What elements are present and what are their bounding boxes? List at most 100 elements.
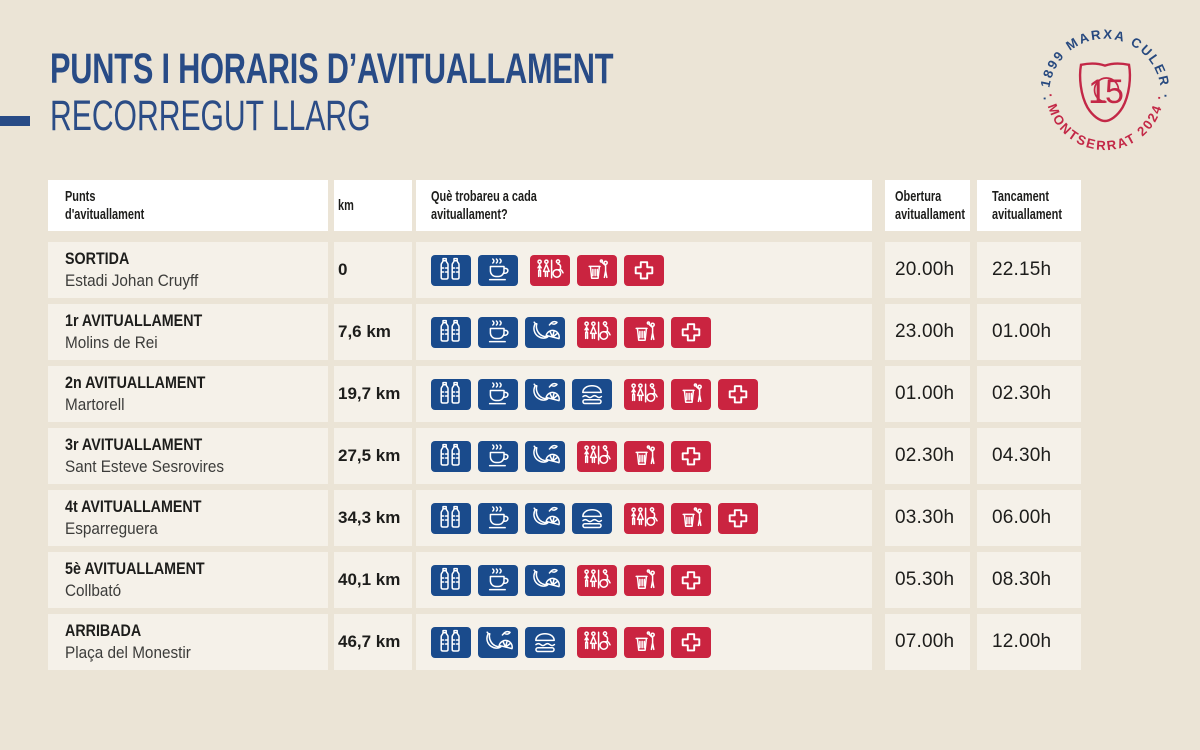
header-label: Què trobareu a cada — [431, 187, 537, 205]
km-value: 46,7 km — [338, 632, 401, 651]
header-label: d'avituallament — [65, 205, 145, 223]
table-header-row: Punts d'avituallament km Què trobareu a cad… — [48, 180, 1081, 231]
point-name: SORTIDA — [65, 249, 130, 268]
aid-stations-table: Punts d'avituallament km Què trobareu a cad… — [48, 180, 1081, 676]
first-aid-icon — [718, 502, 758, 534]
close-time: 06.00h — [992, 507, 1052, 528]
header-label: avituallament — [992, 205, 1062, 223]
logo-number: 15 — [1088, 73, 1123, 111]
header-col3: Què trobareu a cada avituallament? — [416, 180, 872, 231]
header-col5: Tancament avituallament — [977, 180, 1081, 231]
toilets-icon — [577, 316, 617, 348]
hot-drink-icon — [478, 440, 518, 472]
sandwich-icon — [572, 502, 612, 534]
open-time: 07.00h — [895, 631, 955, 652]
services-icons — [416, 490, 872, 546]
close-time: 08.30h — [992, 569, 1052, 590]
point-name: 4t AVITUALLAMENT — [65, 497, 202, 516]
table-row: 5è AVITUALLAMENT Collbató 40,1 km 05.30h… — [48, 552, 1081, 608]
hot-drink-icon — [478, 378, 518, 410]
page-title: PUNTS I HORARIS D’AVITUALLAMENT RECORREG… — [50, 45, 838, 139]
table-row: ARRIBADA Plaça del Monestir 46,7 km 07.0… — [48, 614, 1081, 670]
table-row: 2n AVITUALLAMENT Martorell 19,7 km 01.00… — [48, 366, 1081, 422]
event-logo: · 1899 MARXA CULER · · MONTSERRAT 2024 ·… — [1037, 27, 1171, 154]
close-time: 02.30h — [992, 383, 1052, 404]
water-bottles-icon — [431, 378, 471, 410]
table-row: 1r AVITUALLAMENT Molins de Rei 7,6 km 23… — [48, 304, 1081, 360]
sandwich-icon — [572, 378, 612, 410]
point-place: Esparreguera — [65, 519, 158, 538]
first-aid-icon — [671, 316, 711, 348]
header-col4: Obertura avituallament — [885, 180, 970, 231]
sandwich-icon — [525, 626, 565, 658]
point-name: 5è AVITUALLAMENT — [65, 559, 205, 578]
km-value: 19,7 km — [338, 384, 401, 403]
water-bottles-icon — [431, 564, 471, 596]
services-icons — [416, 366, 872, 422]
close-time: 12.00h — [992, 631, 1052, 652]
toilets-icon — [624, 502, 664, 534]
waste-bin-icon — [671, 502, 711, 534]
hot-drink-icon — [478, 254, 518, 286]
km-value: 34,3 km — [338, 508, 401, 527]
title-dash — [0, 116, 30, 126]
water-bottles-icon — [431, 316, 471, 348]
km-value: 40,1 km — [338, 570, 401, 589]
title-line2: RECORREGUT LLARG — [50, 92, 371, 140]
toilets-icon — [577, 564, 617, 596]
fruit-icon — [525, 502, 565, 534]
km-value: 0 — [338, 260, 348, 279]
services-icons — [416, 242, 872, 298]
header-label: Punts — [65, 187, 96, 205]
hot-drink-icon — [478, 564, 518, 596]
hot-drink-icon — [478, 502, 518, 534]
fruit-icon — [525, 378, 565, 410]
services-icons — [416, 552, 872, 608]
km-value: 7,6 km — [338, 322, 391, 341]
point-place: Estadi Johan Cruyff — [65, 271, 199, 290]
point-place: Plaça del Monestir — [65, 643, 191, 662]
waste-bin-icon — [577, 254, 617, 286]
waste-bin-icon — [624, 626, 664, 658]
first-aid-icon — [671, 564, 711, 596]
point-name: 3r AVITUALLAMENT — [65, 435, 203, 454]
point-name: 1r AVITUALLAMENT — [65, 311, 203, 330]
waste-bin-icon — [671, 378, 711, 410]
hot-drink-icon — [478, 316, 518, 348]
services-icons — [416, 304, 872, 360]
services-icons — [416, 614, 872, 670]
point-name: 2n AVITUALLAMENT — [65, 373, 206, 392]
header-label: Obertura — [895, 187, 942, 205]
open-time: 03.30h — [895, 507, 955, 528]
waste-bin-icon — [624, 316, 664, 348]
header-label: avituallament — [895, 205, 965, 223]
open-time: 02.30h — [895, 445, 955, 466]
title-line1: PUNTS I HORARIS D’AVITUALLAMENT — [50, 45, 614, 93]
close-time: 04.30h — [992, 445, 1052, 466]
water-bottles-icon — [431, 626, 471, 658]
waste-bin-icon — [624, 440, 664, 472]
first-aid-icon — [671, 440, 711, 472]
close-time: 01.00h — [992, 321, 1052, 342]
waste-bin-icon — [624, 564, 664, 596]
header-col1: Punts d'avituallament — [48, 180, 328, 231]
table-row: 3r AVITUALLAMENT Sant Esteve Sesrovires … — [48, 428, 1081, 484]
header-label: km — [338, 196, 354, 214]
table-row: 4t AVITUALLAMENT Esparreguera 34,3 km 03… — [48, 490, 1081, 546]
first-aid-icon — [671, 626, 711, 658]
table-row: SORTIDA Estadi Johan Cruyff 0 20.00h 22.… — [48, 242, 1081, 298]
logo-swirl — [1093, 77, 1120, 103]
open-time: 01.00h — [895, 383, 955, 404]
water-bottles-icon — [431, 502, 471, 534]
water-bottles-icon — [431, 440, 471, 472]
km-value: 27,5 km — [338, 446, 401, 465]
logo-shield — [1078, 62, 1132, 123]
toilets-icon — [577, 440, 617, 472]
point-place: Molins de Rei — [65, 333, 158, 352]
point-place: Collbató — [65, 581, 122, 600]
fruit-icon — [525, 440, 565, 472]
water-bottles-icon — [431, 254, 471, 286]
services-icons — [416, 428, 872, 484]
point-place: Martorell — [65, 395, 125, 414]
toilets-icon — [577, 626, 617, 658]
